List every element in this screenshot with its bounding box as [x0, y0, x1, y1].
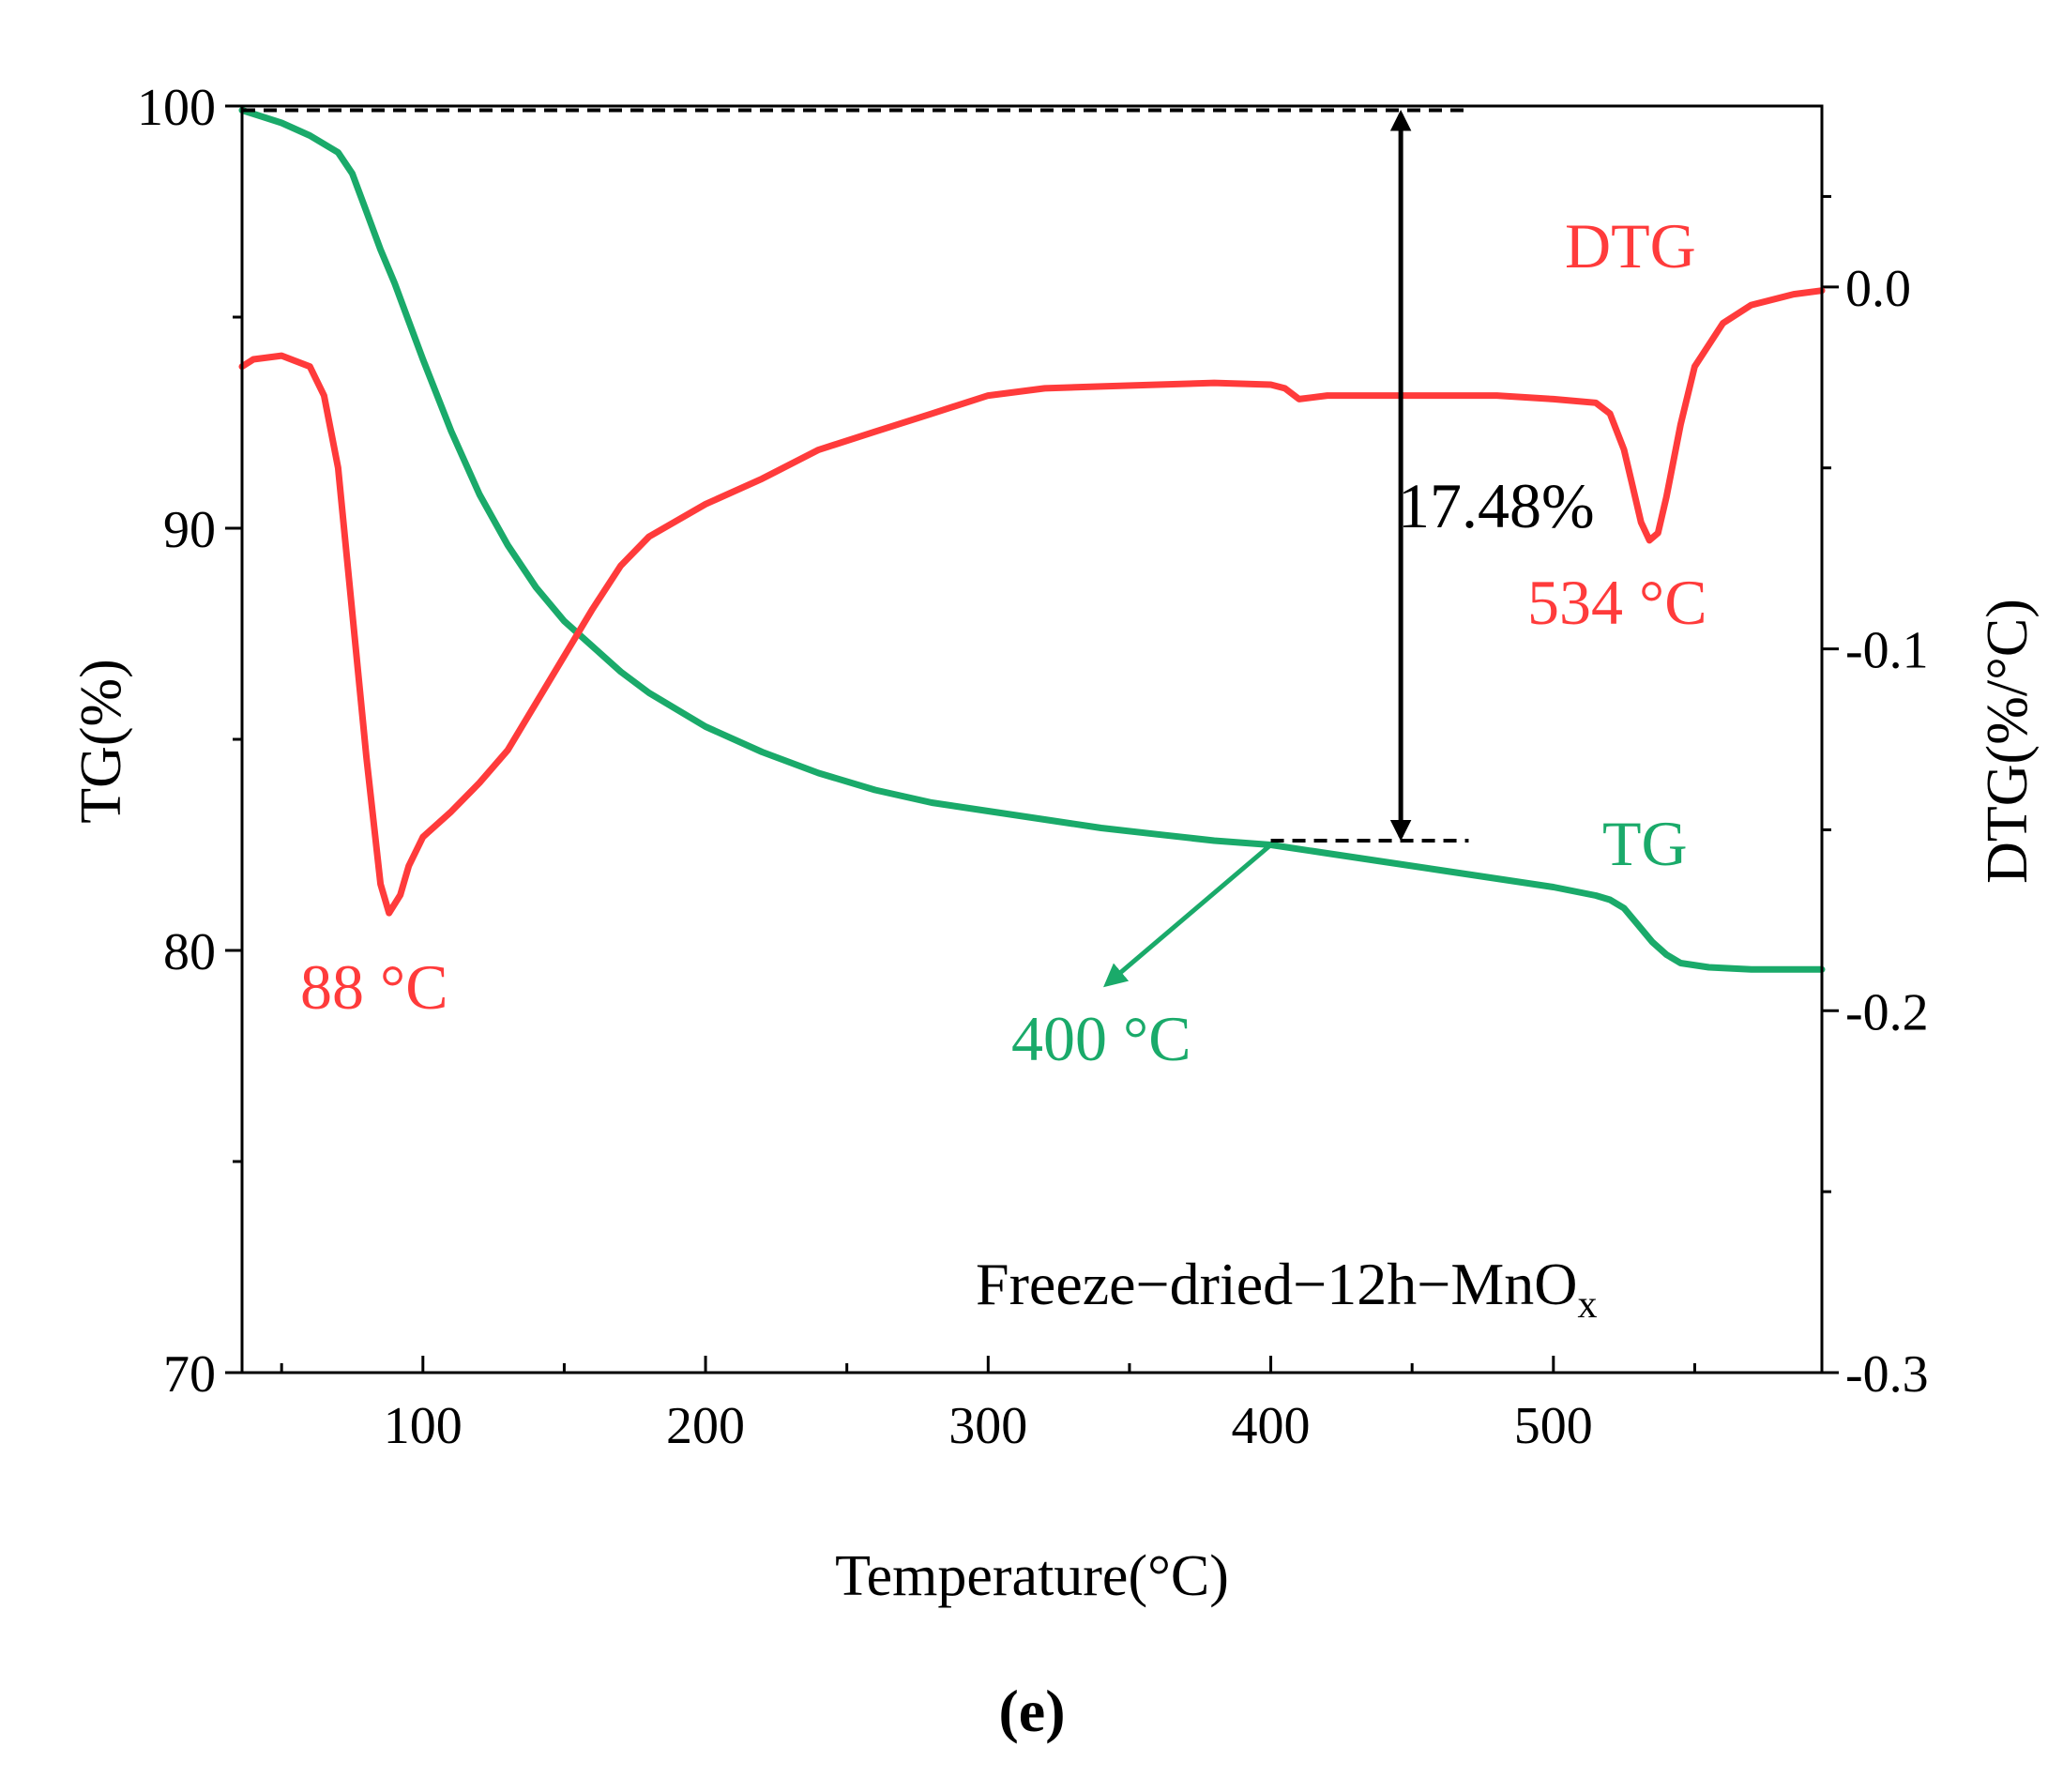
x-tick-label: 500 — [1514, 1397, 1593, 1455]
peak-534-label: 534 °C — [1527, 567, 1707, 638]
data-series — [238, 107, 1826, 973]
y-right-tick-label: -0.2 — [1845, 983, 1929, 1041]
axis-tick-labels: 100 200 300 400 500 70 80 90 100 0.0 -0.1 -0.2 -0.3 — [137, 79, 1929, 1455]
point-400-label: 400 °C — [1011, 1003, 1191, 1074]
x-axis-title: Temperature(°C) — [835, 1544, 1229, 1608]
sample-name-label: Freeze−dried−12h−MnOx — [976, 1251, 1597, 1327]
y-left-tick-label: 70 — [163, 1345, 216, 1404]
point-400-arrow — [1103, 843, 1273, 988]
axis-ticks — [225, 104, 1839, 1374]
x-tick-label: 100 — [384, 1397, 463, 1455]
y-right-tick-label: 0.0 — [1845, 260, 1911, 318]
y-left-tick-label: 80 — [163, 923, 216, 981]
y-axis-left-title: TG(%) — [69, 659, 133, 824]
x-tick-label: 200 — [666, 1397, 745, 1455]
sample-name-main: Freeze−dried−12h−MnO — [976, 1251, 1577, 1317]
y-axis-right-title: DTG(%/°C) — [1976, 599, 2040, 884]
y-left-tick-label: 100 — [137, 79, 216, 137]
y-right-tick-label: -0.3 — [1845, 1345, 1929, 1404]
panel-label: (e) — [998, 1678, 1065, 1744]
dtg-series-line — [238, 287, 1826, 917]
y-right-tick-label: -0.1 — [1845, 622, 1929, 680]
tg-series-label: TG — [1602, 808, 1688, 879]
peak-88-label: 88 °C — [300, 951, 448, 1023]
mass-loss-label: 17.48% — [1398, 470, 1595, 541]
x-tick-label: 300 — [948, 1397, 1027, 1455]
plot-frame — [240, 104, 1824, 1374]
y-left-tick-label: 90 — [163, 501, 216, 559]
sample-name-subscript: x — [1577, 1283, 1597, 1327]
tg-series-line — [238, 107, 1826, 973]
x-tick-label: 400 — [1232, 1397, 1311, 1455]
dtg-series-label: DTG — [1565, 210, 1696, 281]
